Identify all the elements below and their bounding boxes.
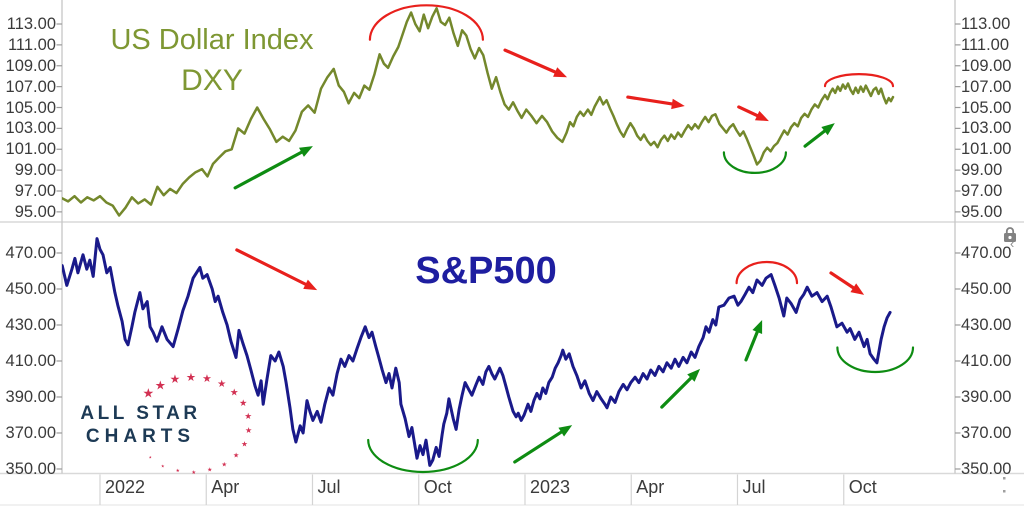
x-axis-tick-label: Apr [636, 477, 665, 497]
logo-line2: CHARTS [85, 426, 196, 447]
y-axis-tick-label: 107.00 [5, 77, 56, 96]
sp500-price-line [62, 237, 892, 467]
x-axis-tick-label: 2023 [529, 477, 571, 497]
x-axis-tick-label: Jul [742, 477, 766, 497]
sp500-title: S&P500 [415, 250, 557, 292]
green-trend-arrow-head [299, 146, 313, 157]
green-trend-arrow [744, 324, 762, 362]
green-trend-arrow-head [821, 123, 835, 136]
logo-star-icon: ★ [245, 426, 252, 435]
collapse-chevron-icon[interactable]: ‹ [1010, 236, 1015, 251]
y-axis-tick-label: 103.00 [5, 119, 56, 138]
y-axis-tick-label: 410.00 [961, 351, 1012, 370]
lock-icon[interactable] [1004, 227, 1016, 242]
y-axis-tick-label: 103.00 [961, 119, 1012, 138]
y-axis-tick-label: 97.00 [14, 182, 56, 200]
y-axis-tick-label: 105.00 [5, 98, 56, 117]
y-axis-tick-label: 101.00 [5, 140, 56, 159]
y-axis-tick-label: 430.00 [961, 315, 1012, 334]
red-reversal-arc [823, 73, 895, 88]
dxy-title: US Dollar Index [110, 24, 314, 56]
y-axis-tick-label: 113.00 [6, 15, 56, 33]
red-trend-arrow [503, 48, 563, 76]
logo-star-icon: ★ [217, 378, 226, 390]
green-trend-arrow [513, 427, 568, 464]
logo-star-icon: ★ [161, 464, 165, 469]
logo-star-icon: ★ [207, 467, 212, 474]
logo-star-icon: ★ [143, 387, 155, 402]
red-trend-arrow [626, 95, 680, 107]
x-axis-tick-label: Oct [848, 477, 877, 497]
green-trend-arrow-head [687, 368, 701, 382]
y-axis-tick-label: 105.00 [961, 98, 1012, 117]
logo-star-icon: ★ [191, 470, 196, 476]
green-reversal-arc [722, 151, 787, 174]
y-axis-tick-label: 370.00 [5, 423, 56, 442]
y-axis-tick-label: 95.00 [961, 202, 1003, 221]
logo-star-icon: ★ [149, 456, 153, 460]
logo-star-icon: ★ [221, 461, 227, 469]
red-trend-arrow-head [303, 279, 318, 291]
y-axis-tick-label: 470.00 [961, 243, 1012, 262]
logo-star-icon: ★ [170, 372, 181, 386]
logo-star-icon: ★ [230, 387, 239, 398]
y-axis-tick-label: 390.00 [5, 387, 56, 406]
y-axis-tick-label: 450.00 [5, 279, 56, 298]
y-axis-tick-label: 470.00 [5, 243, 56, 262]
red-trend-arrow-head [850, 283, 865, 295]
logo-star-icon: ★ [244, 412, 252, 422]
y-axis-tick-label: 113.00 [961, 15, 1011, 33]
x-axis-tick-label: Apr [211, 477, 240, 497]
allstarcharts-logo: ALL STAR CHARTS [58, 402, 223, 448]
y-axis-tick-label: 97.00 [961, 182, 1003, 200]
x-axis-tick-label: Jul [317, 477, 341, 497]
y-axis-tick-label: 99.00 [961, 161, 1003, 180]
red-trend-arrow-head [553, 67, 568, 78]
y-axis-tick-label: 111.00 [7, 35, 56, 54]
y-axis-tick-label: 450.00 [961, 279, 1012, 298]
dxy-subtitle: DXY [181, 64, 243, 97]
logo-star-icon: ★ [241, 439, 248, 448]
y-axis-tick-label: 95.00 [14, 202, 56, 221]
y-axis-tick-label: 99.00 [14, 161, 56, 180]
red-trend-arrow-head [671, 98, 685, 110]
y-axis-tick-label: 370.00 [961, 423, 1012, 442]
red-trend-arrow-head [754, 110, 769, 122]
scrollbar-dot [1003, 477, 1006, 480]
red-reversal-arc [368, 4, 484, 41]
logo-star-icon: ★ [176, 468, 180, 474]
y-axis-tick-label: 109.00 [5, 56, 56, 75]
scrollbar-dot [1003, 490, 1006, 493]
green-reversal-arc [836, 346, 915, 374]
y-axis-tick-label: 410.00 [5, 351, 56, 370]
y-axis-tick-label: 430.00 [5, 315, 56, 334]
y-axis-tick-label: 107.00 [961, 77, 1012, 96]
green-trend-arrow-head [558, 425, 573, 437]
logo-star-icon: ★ [155, 378, 166, 393]
logo-star-icon: ★ [202, 372, 212, 385]
x-axis-tick-label: Oct [423, 477, 452, 497]
y-axis-tick-label: 101.00 [961, 140, 1012, 159]
red-trend-arrow [235, 248, 313, 289]
y-axis-tick-label: 350.00 [961, 459, 1012, 478]
y-axis-tick-label: 109.00 [961, 56, 1012, 75]
green-trend-arrow [660, 372, 697, 409]
dxy-price-line [62, 7, 895, 217]
green-reversal-arc [367, 438, 479, 474]
green-trend-arrow-head [752, 319, 763, 334]
logo-star-icon: ★ [239, 399, 247, 409]
green-trend-arrow [233, 147, 309, 190]
x-axis-tick-label: 2022 [104, 477, 146, 497]
logo-star-icon: ★ [233, 451, 239, 459]
red-reversal-arc [735, 260, 799, 285]
y-axis-tick-label: 111.00 [961, 35, 1010, 54]
y-axis-tick-label: 390.00 [961, 387, 1012, 406]
logo-star-icon: ★ [186, 370, 196, 384]
y-axis-tick-label: 350.00 [5, 459, 56, 478]
logo-line1: ALL STAR [80, 403, 201, 424]
